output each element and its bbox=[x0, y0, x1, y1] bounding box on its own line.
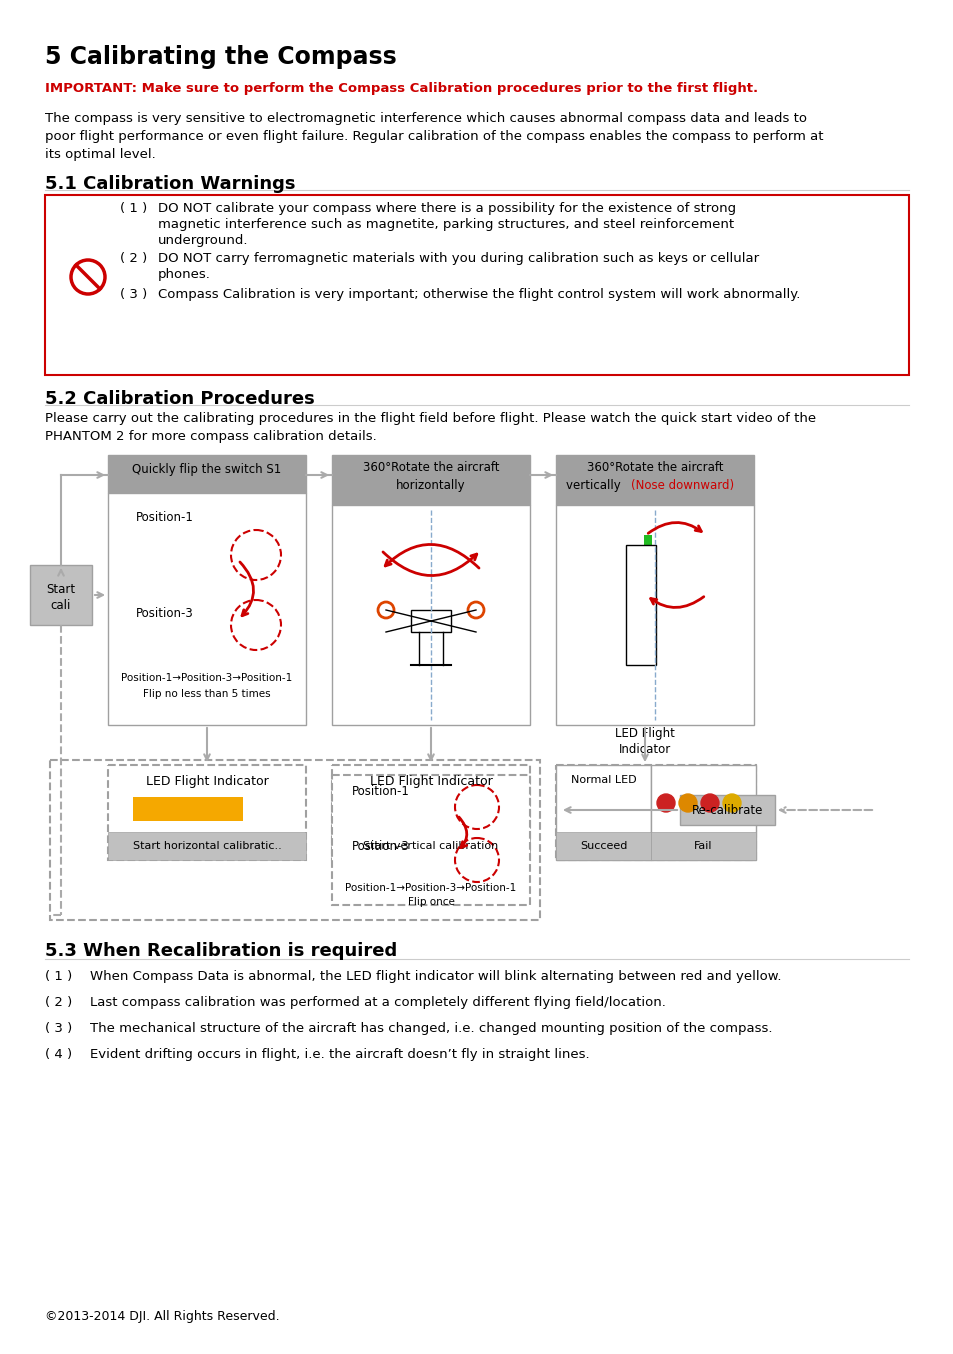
Text: Position-1: Position-1 bbox=[136, 510, 193, 524]
Text: The mechanical structure of the aircraft has changed, i.e. changed mounting posi: The mechanical structure of the aircraft… bbox=[90, 1022, 772, 1034]
Text: (Nose downward): (Nose downward) bbox=[630, 479, 734, 492]
Text: IMPORTANT: Make sure to perform the Compass Calibration procedures prior to the : IMPORTANT: Make sure to perform the Comp… bbox=[45, 83, 758, 95]
FancyBboxPatch shape bbox=[108, 493, 306, 724]
Text: LED Flight Indicator: LED Flight Indicator bbox=[146, 774, 268, 788]
FancyBboxPatch shape bbox=[356, 798, 467, 821]
FancyBboxPatch shape bbox=[625, 546, 656, 665]
Text: underground.: underground. bbox=[158, 234, 248, 246]
FancyBboxPatch shape bbox=[332, 774, 530, 904]
FancyBboxPatch shape bbox=[332, 455, 530, 505]
Text: cali: cali bbox=[51, 598, 71, 612]
FancyBboxPatch shape bbox=[332, 831, 530, 860]
FancyBboxPatch shape bbox=[332, 505, 530, 724]
FancyBboxPatch shape bbox=[45, 195, 908, 375]
FancyBboxPatch shape bbox=[556, 505, 753, 724]
FancyBboxPatch shape bbox=[643, 535, 651, 605]
Text: vertically: vertically bbox=[565, 479, 624, 492]
FancyBboxPatch shape bbox=[679, 795, 774, 825]
Text: ( 3 ): ( 3 ) bbox=[120, 288, 147, 301]
Text: its optimal level.: its optimal level. bbox=[45, 148, 155, 161]
Circle shape bbox=[657, 793, 675, 812]
Text: Start vertical calibration: Start vertical calibration bbox=[363, 841, 498, 852]
Text: Re-calibrate: Re-calibrate bbox=[691, 804, 762, 816]
Text: horizontally: horizontally bbox=[395, 479, 465, 492]
Text: Evident drifting occurs in flight, i.e. the aircraft doesn’t fly in straight lin: Evident drifting occurs in flight, i.e. … bbox=[90, 1048, 589, 1062]
Text: magnetic interference such as magnetite, parking structures, and steel reinforce: magnetic interference such as magnetite,… bbox=[158, 218, 734, 232]
Text: Indicator: Indicator bbox=[618, 743, 670, 756]
FancyBboxPatch shape bbox=[556, 765, 755, 860]
Text: Last compass calibration was performed at a completely different flying field/lo: Last compass calibration was performed a… bbox=[90, 997, 665, 1009]
FancyBboxPatch shape bbox=[650, 831, 755, 860]
Text: Fail: Fail bbox=[694, 841, 712, 852]
FancyBboxPatch shape bbox=[108, 765, 306, 860]
Text: ( 1 ): ( 1 ) bbox=[45, 969, 72, 983]
Text: ( 1 ): ( 1 ) bbox=[120, 202, 147, 215]
Text: When Compass Data is abnormal, the LED flight indicator will blink alternating b: When Compass Data is abnormal, the LED f… bbox=[90, 969, 781, 983]
Text: PHANTOM 2 for more compass calibration details.: PHANTOM 2 for more compass calibration d… bbox=[45, 431, 376, 443]
Text: 360°Rotate the aircraft: 360°Rotate the aircraft bbox=[586, 460, 722, 474]
Text: ( 2 ): ( 2 ) bbox=[120, 252, 147, 265]
Text: 5 Calibrating the Compass: 5 Calibrating the Compass bbox=[45, 45, 396, 69]
Text: Position-1→Position-3→Position-1: Position-1→Position-3→Position-1 bbox=[345, 883, 517, 894]
FancyBboxPatch shape bbox=[556, 831, 650, 860]
FancyBboxPatch shape bbox=[556, 455, 753, 505]
Text: Flip once: Flip once bbox=[407, 896, 454, 907]
Text: poor flight performance or even flight failure. Regular calibration of the compa: poor flight performance or even flight f… bbox=[45, 130, 822, 144]
Circle shape bbox=[700, 793, 719, 812]
Circle shape bbox=[637, 643, 650, 657]
FancyBboxPatch shape bbox=[132, 798, 243, 821]
Text: Compass Calibration is very important; otherwise the flight control system will : Compass Calibration is very important; o… bbox=[158, 288, 800, 301]
Text: Position-3: Position-3 bbox=[136, 607, 193, 620]
Circle shape bbox=[722, 793, 740, 812]
Circle shape bbox=[679, 793, 697, 812]
Text: ( 3 ): ( 3 ) bbox=[45, 1022, 72, 1034]
Text: 5.3 When Recalibration is required: 5.3 When Recalibration is required bbox=[45, 942, 396, 960]
Text: Start horizontal calibratic..: Start horizontal calibratic.. bbox=[132, 841, 281, 852]
FancyBboxPatch shape bbox=[30, 565, 91, 626]
Text: Normal LED: Normal LED bbox=[570, 774, 636, 785]
Text: Position-1: Position-1 bbox=[352, 785, 410, 798]
Text: Flip no less than 5 times: Flip no less than 5 times bbox=[143, 689, 271, 699]
Text: Position-1→Position-3→Position-1: Position-1→Position-3→Position-1 bbox=[121, 673, 293, 682]
Text: 5.2 Calibration Procedures: 5.2 Calibration Procedures bbox=[45, 390, 314, 408]
Text: The compass is very sensitive to electromagnetic interference which causes abnor: The compass is very sensitive to electro… bbox=[45, 112, 806, 125]
Text: ( 2 ): ( 2 ) bbox=[45, 997, 72, 1009]
Text: Succeed: Succeed bbox=[579, 841, 626, 852]
FancyBboxPatch shape bbox=[650, 765, 755, 860]
Text: 360°Rotate the aircraft: 360°Rotate the aircraft bbox=[362, 460, 498, 474]
Text: ©2013-2014 DJI. All Rights Reserved.: ©2013-2014 DJI. All Rights Reserved. bbox=[45, 1311, 279, 1323]
FancyBboxPatch shape bbox=[108, 455, 306, 493]
Text: Quickly flip the switch S1: Quickly flip the switch S1 bbox=[132, 463, 281, 477]
Text: DO NOT carry ferromagnetic materials with you during calibration such as keys or: DO NOT carry ferromagnetic materials wit… bbox=[158, 252, 759, 265]
Text: DO NOT calibrate your compass where there is a possibility for the existence of : DO NOT calibrate your compass where ther… bbox=[158, 202, 736, 215]
FancyBboxPatch shape bbox=[556, 765, 650, 860]
Text: Position-3: Position-3 bbox=[352, 839, 410, 853]
FancyBboxPatch shape bbox=[332, 765, 530, 860]
Text: Start: Start bbox=[47, 584, 75, 596]
Text: ( 4 ): ( 4 ) bbox=[45, 1048, 72, 1062]
FancyBboxPatch shape bbox=[108, 831, 306, 860]
FancyBboxPatch shape bbox=[411, 611, 451, 632]
Text: phones.: phones. bbox=[158, 268, 211, 282]
Text: 5.1 Calibration Warnings: 5.1 Calibration Warnings bbox=[45, 175, 295, 194]
Text: LED Flight Indicator: LED Flight Indicator bbox=[369, 774, 492, 788]
Text: LED Flight: LED Flight bbox=[615, 727, 674, 741]
Text: Please carry out the calibrating procedures in the flight field before flight. P: Please carry out the calibrating procedu… bbox=[45, 412, 815, 425]
